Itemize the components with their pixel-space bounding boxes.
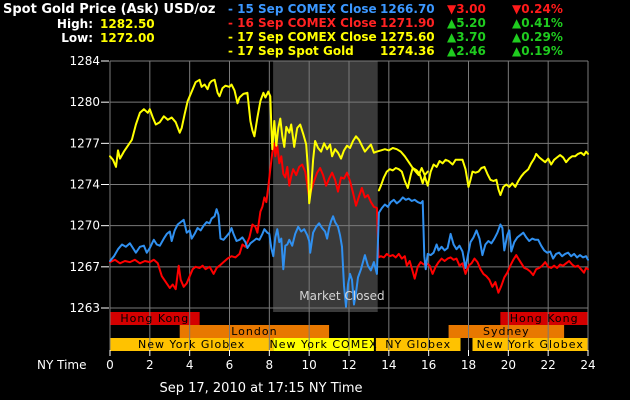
y-tick-label: 1277 xyxy=(69,136,100,150)
session-bar xyxy=(110,338,274,351)
x-tick-label: 14 xyxy=(381,358,396,372)
legend-series-label: - 16 Sep COMEX Close xyxy=(228,16,377,30)
session-bar-label: NY Globex xyxy=(385,338,451,351)
x-tick-label: 16 xyxy=(421,358,436,372)
session-bar-label: Sydney xyxy=(483,325,530,338)
session-bar-label: Hong Kong xyxy=(510,312,579,325)
session-bar-label: Hong Kong xyxy=(120,312,189,325)
session-bar xyxy=(448,325,565,338)
x-tick-label: 24 xyxy=(580,358,595,372)
session-bar xyxy=(179,325,330,338)
market-closed-label: Market Closed xyxy=(299,289,384,303)
series-line-15-sep-spot-gold xyxy=(109,196,589,308)
low-value: 1272.00 xyxy=(100,31,155,45)
session-bar xyxy=(375,338,461,351)
x-tick-label: 0 xyxy=(106,358,114,372)
y-tick-label: 1280 xyxy=(69,95,100,109)
legend-series-label: - 15 Sep COMEX Close xyxy=(228,2,377,16)
session-bar-label: London xyxy=(231,325,277,338)
x-tick-label: 10 xyxy=(302,358,317,372)
session-bar xyxy=(472,338,588,351)
y-tick-label: 1267 xyxy=(69,260,100,274)
series-line-17-sep-spot-gold xyxy=(109,78,589,205)
x-tick-label: 8 xyxy=(266,358,274,372)
high-value: 1282.50 xyxy=(100,17,155,31)
series-line-16-sep-spot-gold xyxy=(109,142,589,294)
session-bar xyxy=(500,312,588,325)
legend-series-change: ▲5.20 xyxy=(447,16,486,30)
x-tick-label: 12 xyxy=(341,358,356,372)
x-tick-label: 22 xyxy=(541,358,556,372)
session-bar xyxy=(110,312,200,325)
legend-series-value: 1271.90 xyxy=(380,16,435,30)
legend-series-change-pct: ▲0.29% xyxy=(512,30,563,44)
session-bar-label: New York Globex xyxy=(477,338,584,351)
page-title: Spot Gold Price (Ask) USD/oz xyxy=(3,2,216,17)
legend-series-value: 1274.36 xyxy=(380,44,435,58)
y-tick-label: 1263 xyxy=(69,301,100,315)
x-tick-label: 6 xyxy=(226,358,234,372)
session-bar-label: New York Globex xyxy=(138,338,245,351)
y-tick-label: 1284 xyxy=(69,54,100,68)
x-axis-label: NY Time xyxy=(37,358,87,372)
legend-series-change: ▲2.46 xyxy=(447,44,486,58)
x-tick-label: 2 xyxy=(146,358,154,372)
legend-series-change: ▼3.00 xyxy=(447,2,486,16)
chart-caption: Sep 17, 2010 at 17:15 NY Time xyxy=(159,381,363,396)
legend-series-change: ▲3.70 xyxy=(447,30,486,44)
legend-series-change-pct: ▲0.19% xyxy=(512,44,563,58)
x-tick-label: 18 xyxy=(461,358,476,372)
legend-series-label: - 17 Sep Spot Gold xyxy=(228,44,354,58)
y-tick-label: 1274 xyxy=(69,178,100,192)
legend-series-change-pct: ▲0.41% xyxy=(512,16,563,30)
y-tick-label: 1270 xyxy=(69,219,100,233)
legend-series-value: 1266.70 xyxy=(380,2,435,16)
high-label: High: xyxy=(56,17,93,31)
low-label: Low: xyxy=(61,31,93,45)
legend-series-label: - 17 Sep COMEX Close xyxy=(228,30,377,44)
legend-series-value: 1275.60 xyxy=(380,30,435,44)
session-bar-label: New York COMEX xyxy=(270,338,378,351)
legend-series-change-pct: ▼0.24% xyxy=(512,2,563,16)
x-tick-label: 4 xyxy=(186,358,194,372)
x-tick-label: 20 xyxy=(501,358,516,372)
